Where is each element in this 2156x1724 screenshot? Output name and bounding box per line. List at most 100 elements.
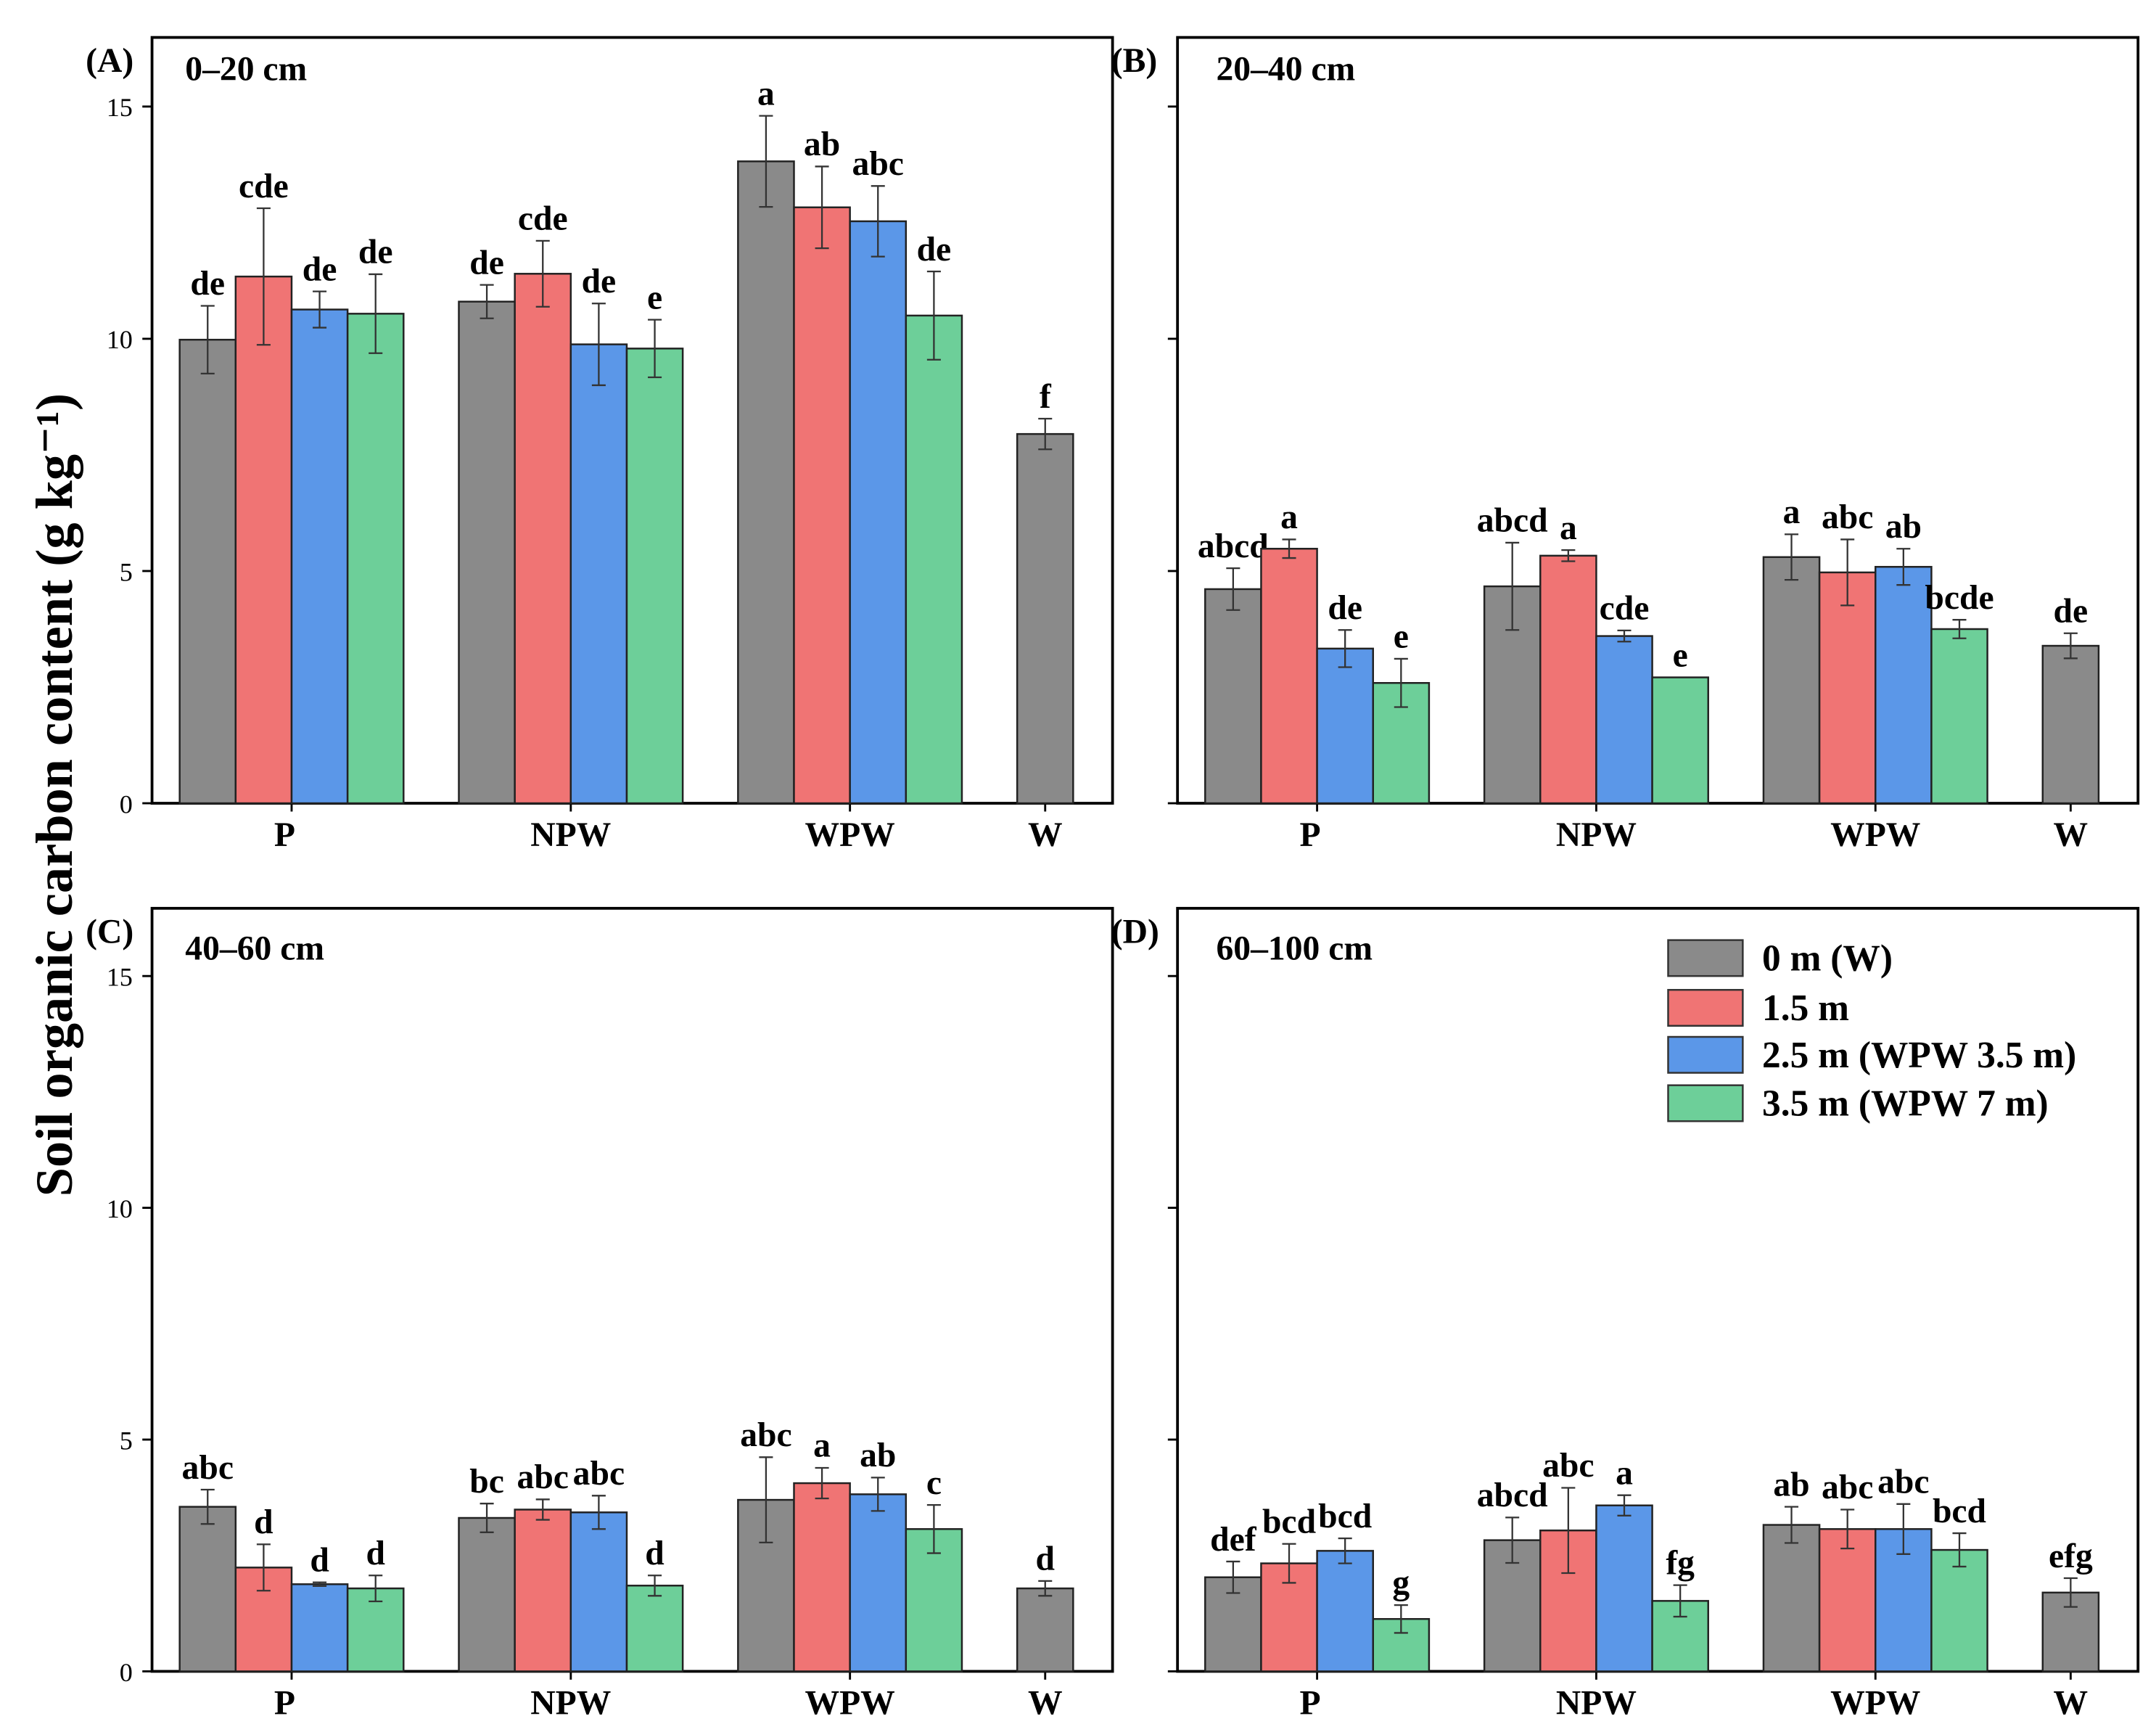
y-tick-label: 10 <box>107 1194 133 1223</box>
significance-letter: cde <box>239 168 289 205</box>
bar-npw-series-1 <box>514 273 572 805</box>
significance-letter: de <box>1328 589 1362 627</box>
significance-letter: de <box>2054 593 2089 631</box>
legend-label: 2.5 m (WPW 3.5 m) <box>1762 1035 2076 1076</box>
bar-p-series-2 <box>290 1583 349 1672</box>
category-label: WPW <box>805 1685 894 1723</box>
significance-letter: abcd <box>1198 528 1269 565</box>
significance-letter: abc <box>740 1416 791 1454</box>
depth-label: 20–40 cm <box>1217 51 1356 89</box>
category-label: P <box>274 816 295 854</box>
significance-letter: ab <box>804 126 840 163</box>
significance-letter: ab <box>860 1437 896 1474</box>
bar-p-series-0 <box>1204 588 1262 805</box>
bar-w-series-0 <box>2041 644 2100 805</box>
significance-letter: def <box>1210 1521 1257 1559</box>
significance-letter: abc <box>1822 1469 1873 1506</box>
significance-letter: abcd <box>1477 1477 1548 1514</box>
significance-letter: abc <box>182 1449 234 1487</box>
significance-letter: de <box>358 234 393 271</box>
significance-letter: abc <box>573 1455 625 1493</box>
significance-letter: abc <box>517 1458 569 1496</box>
significance-letter: e <box>1673 636 1688 674</box>
bar-w-series-0 <box>1016 432 1074 805</box>
significance-letter: d <box>366 1535 384 1572</box>
category-label: W <box>1028 816 1063 854</box>
significance-letter: a <box>1616 1454 1633 1492</box>
panel-tag: (B) <box>1111 42 1157 80</box>
significance-letter: c <box>926 1464 942 1502</box>
bar-p-series-2 <box>1316 1550 1374 1672</box>
y-tick-label: 15 <box>107 963 133 992</box>
bar-wpw-series-1 <box>1818 1528 1877 1672</box>
bar-npw-series-3 <box>625 348 684 805</box>
bar-wpw-series-1 <box>793 206 851 805</box>
legend-label: 1.5 m <box>1762 988 1849 1029</box>
legend-swatch-0 <box>1667 939 1744 977</box>
category-label: W <box>2054 816 2089 854</box>
legend-label: 0 m (W) <box>1762 938 1893 980</box>
significance-letter: bcd <box>1933 1493 1986 1530</box>
bar-p-series-0 <box>178 338 237 805</box>
bar-p-series-1 <box>1260 548 1318 805</box>
bar-npw-series-3 <box>1651 676 1709 805</box>
significance-letter: efg <box>2049 1538 2093 1575</box>
significance-letter: e <box>647 279 662 316</box>
panel-tag: (D) <box>1111 913 1159 951</box>
significance-letter: a <box>813 1427 831 1465</box>
panel-tag: (C) <box>86 913 133 951</box>
significance-letter: abc <box>1822 498 1873 536</box>
significance-letter: de <box>469 244 504 282</box>
significance-letter: d <box>310 1542 329 1580</box>
y-tick-label: 0 <box>120 789 133 818</box>
significance-letter: fg <box>1666 1544 1695 1582</box>
y-tick-label: 5 <box>120 1426 133 1455</box>
bar-wpw-series-2 <box>1875 565 1933 805</box>
bar-wpw-series-0 <box>1762 1524 1821 1672</box>
bar-wpw-series-3 <box>1930 1548 1988 1672</box>
significance-letter: a <box>1560 509 1577 547</box>
bar-p-series-2 <box>1316 647 1374 805</box>
category-label: NPW <box>1556 816 1637 854</box>
bar-wpw-series-1 <box>793 1482 851 1672</box>
bar-wpw-series-0 <box>1762 556 1821 805</box>
bar-npw-series-1 <box>514 1508 572 1672</box>
bar-npw-series-2 <box>569 343 628 805</box>
significance-letter: cde <box>518 200 568 238</box>
significance-letter: d <box>645 1535 664 1572</box>
y-axis-label: Soil organic carbon content (g kg⁻¹) <box>25 393 83 1196</box>
depth-label: 60–100 cm <box>1217 929 1373 967</box>
category-label: W <box>1028 1685 1063 1723</box>
bar-p-series-3 <box>346 313 405 805</box>
significance-letter: e <box>1394 618 1409 656</box>
legend-swatch-3 <box>1667 1084 1744 1122</box>
significance-letter: abc <box>1542 1447 1594 1485</box>
y-tick-label: 5 <box>120 557 133 586</box>
significance-letter: abc <box>1877 1464 1929 1501</box>
panel-tag: (A) <box>86 42 133 80</box>
significance-letter: de <box>917 231 952 268</box>
significance-letter: d <box>1036 1540 1055 1578</box>
bar-w-series-0 <box>1016 1587 1074 1672</box>
legend-swatch-1 <box>1667 988 1744 1027</box>
bar-wpw-series-3 <box>1930 628 1988 805</box>
significance-letter: bcd <box>1318 1498 1372 1535</box>
significance-letter: de <box>190 265 225 303</box>
significance-letter: a <box>1280 498 1298 536</box>
significance-letter: abc <box>852 145 904 183</box>
bar-wpw-series-0 <box>737 160 795 805</box>
significance-letter: cde <box>1600 590 1650 628</box>
category-label: P <box>1300 816 1321 854</box>
significance-letter: a <box>1783 493 1801 531</box>
significance-letter: de <box>582 263 617 300</box>
depth-label: 0–20 cm <box>185 51 307 89</box>
y-tick-label: 0 <box>120 1658 133 1687</box>
bar-npw-series-2 <box>1595 1504 1653 1672</box>
bar-npw-series-0 <box>458 300 516 805</box>
bar-npw-series-1 <box>1539 554 1597 805</box>
significance-letter: bcd <box>1262 1503 1316 1541</box>
panel-frame <box>150 906 1114 1673</box>
